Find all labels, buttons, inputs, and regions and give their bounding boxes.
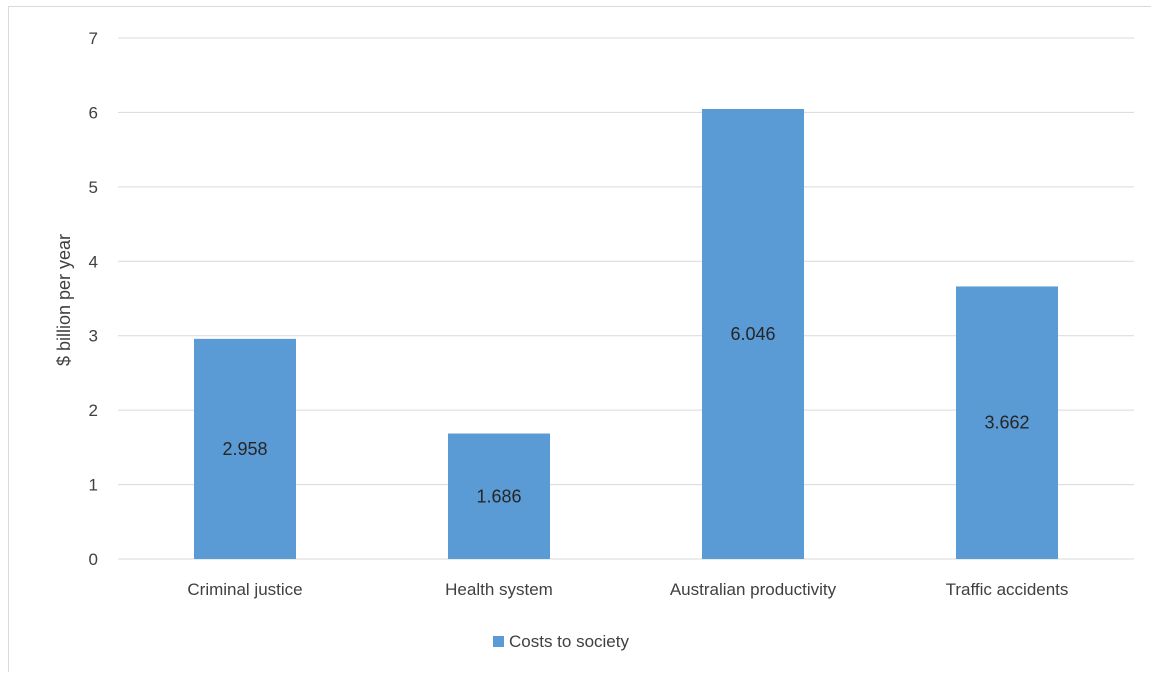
x-axis-ticks: Criminal justice Health system Australian … (187, 580, 1068, 599)
data-label: 1.686 (476, 486, 521, 506)
data-label: 6.046 (730, 324, 775, 344)
x-tick-label: Traffic accidents (946, 580, 1069, 599)
data-label: 2.958 (222, 439, 267, 459)
bar (702, 109, 804, 560)
y-tick-label: 7 (89, 29, 98, 48)
bar (194, 338, 296, 559)
bars: 2.958 1.686 6.046 3.662 (194, 109, 1058, 560)
chart-frame (8, 6, 1151, 672)
y-tick-label: 6 (89, 103, 98, 122)
x-tick-label: Criminal justice (187, 580, 302, 599)
y-tick-label: 3 (89, 327, 98, 346)
legend-swatch (493, 636, 504, 647)
x-tick-label: Australian productivity (670, 580, 837, 599)
bar (956, 286, 1058, 559)
y-tick-label: 4 (89, 252, 98, 271)
y-tick-label: 0 (89, 550, 98, 569)
y-tick-label: 1 (89, 476, 98, 495)
legend: Costs to society (493, 632, 629, 651)
y-tick-label: 2 (89, 401, 98, 420)
bar (448, 433, 550, 559)
x-tick-label: Health system (445, 580, 553, 599)
y-tick-label: 5 (89, 178, 98, 197)
data-label: 3.662 (984, 413, 1029, 433)
y-axis-label: $ billion per year (54, 234, 74, 366)
y-axis-ticks: 0 1 2 3 4 5 6 7 (89, 29, 98, 569)
legend-label: Costs to society (509, 632, 629, 651)
